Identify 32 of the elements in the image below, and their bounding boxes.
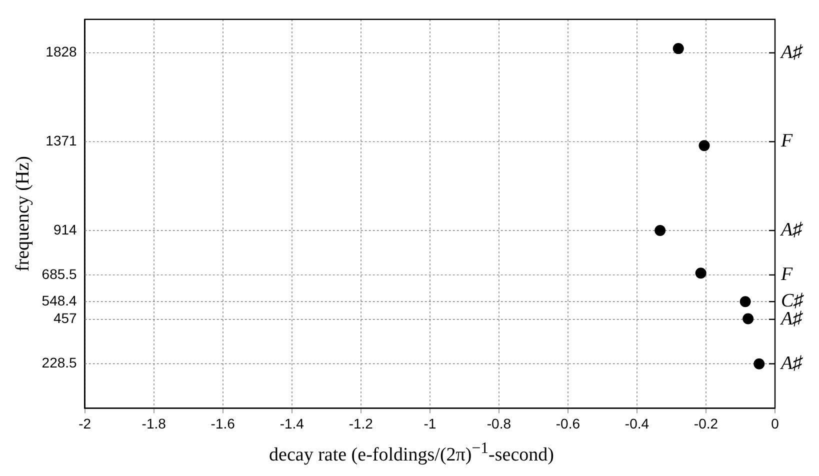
x-axis-title: decay rate (e-foldings/(2π)$^{−1}$-second) [268, 440, 555, 466]
y-tick-label: 914 [53, 221, 78, 238]
point [698, 140, 710, 152]
ref-line-label: F [780, 130, 793, 152]
x-tick-label: -2 [78, 415, 92, 432]
ref-line-label: A♯ [779, 352, 804, 374]
x-tick-label: -1.4 [280, 415, 304, 432]
y-tick-label: 457 [53, 310, 78, 326]
point [740, 296, 751, 308]
x-tick-label: -0.8 [486, 415, 512, 432]
point [754, 358, 765, 370]
x-tick-label: -1.8 [142, 415, 166, 432]
x-tick-label: -0.4 [624, 415, 650, 432]
ref-line-label: A♯ [779, 42, 804, 63]
point [654, 225, 666, 236]
x-tick-label: 0 [771, 415, 780, 432]
x-tick-label: -1 [424, 415, 436, 432]
y-tick-label: 685.5 [42, 266, 78, 282]
y-tick-label: 1828 [46, 44, 78, 60]
y-tick-label: 1371 [46, 132, 78, 149]
point [742, 313, 754, 324]
x-tick-label: -0.6 [556, 415, 580, 432]
y-tick-label: 228.5 [42, 354, 78, 371]
x-tick-label: -1.2 [348, 415, 374, 432]
y-tick-label: 548.4 [42, 292, 78, 308]
ref-line-label: F [780, 264, 793, 285]
x-tick-label: -1.6 [210, 415, 236, 432]
point [672, 43, 684, 54]
ref-line-label: A♯ [779, 220, 804, 241]
x-tick-label: -0.2 [694, 415, 718, 432]
y-axis-title: frequency (Hz) [12, 156, 34, 272]
point [695, 268, 706, 279]
